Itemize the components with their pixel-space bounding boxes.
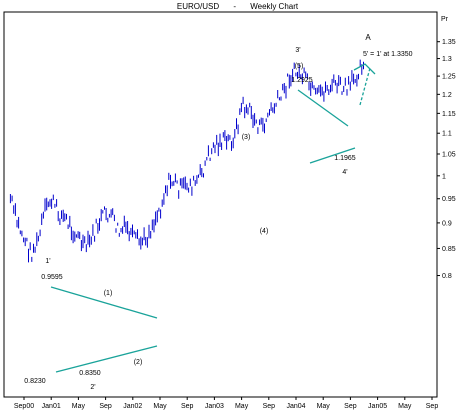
price-label-1-2925: 1.2925 <box>291 77 313 84</box>
x-tick-label: Jan05 <box>368 403 387 410</box>
x-axis: Sep00 Jan01 May Sep Jan02 May Sep Jan03 May Sep Ja… <box>14 397 438 410</box>
x-tick-label: May <box>235 403 249 410</box>
x-tick-label: Sep <box>99 403 112 410</box>
y-axis: 1.35 1.3 1.25 1.2 1.15 1.1 1.05 1 0.95 0.9 0.85 0.8 <box>437 39 456 280</box>
x-tick-label: Jan04 <box>286 403 305 410</box>
projection-arrow-line <box>359 67 371 106</box>
x-tick-label: Sep <box>344 403 357 410</box>
y-tick-label: 1 <box>442 173 446 180</box>
projection-arrowhead <box>353 63 376 75</box>
wave-1-label: (1) <box>104 290 113 297</box>
chart-period: Weekly Chart <box>250 2 299 11</box>
plot-border <box>3 11 438 398</box>
y-tick-label: 1.15 <box>442 111 456 118</box>
wave-5-label: (5) <box>295 63 304 70</box>
y-tick-label: 1.25 <box>442 74 456 81</box>
x-tick-label: May <box>317 403 331 410</box>
trendlines <box>50 63 376 373</box>
trendline-wave4-upper <box>297 89 349 127</box>
wave-4p-label: 4' <box>342 169 347 176</box>
x-tick-label: Jan01 <box>42 403 61 410</box>
chart-title-separator: - <box>233 2 237 11</box>
x-tick-label: May <box>398 403 412 410</box>
price-bars <box>9 59 364 263</box>
y-tick-label: 1.3 <box>442 56 452 63</box>
wave-2-label: (2) <box>134 359 143 366</box>
trendline-wave2-upper <box>50 286 158 319</box>
chart-title: EURO/USD - Weekly Chart <box>0 2 475 11</box>
price-label-1-1965: 1.1965 <box>334 155 356 162</box>
wave-1p-label: 1' <box>45 258 50 265</box>
wave-2p-label: 2' <box>90 384 95 391</box>
x-tick-label: Sep <box>181 403 194 410</box>
wave-3-label: (3) <box>242 134 251 141</box>
projection-label: 5' = 1' at 1.3350 <box>363 51 413 58</box>
x-tick-label: May <box>153 403 167 410</box>
x-tick-label: Sep <box>426 403 439 410</box>
y-tick-label: 1.2 <box>442 92 452 99</box>
trendline-wave2-lower <box>55 345 158 373</box>
y-tick-label: 1.05 <box>442 152 456 159</box>
wave-a-label: A <box>365 33 371 42</box>
y-tick-label: 0.95 <box>442 196 456 203</box>
wave-3p-label: 3' <box>295 47 300 54</box>
x-tick-label: May <box>72 403 86 410</box>
y-axis-label: Pr <box>441 16 449 23</box>
y-tick-label: 0.8 <box>442 273 452 280</box>
x-tick-label: Sep <box>263 403 276 410</box>
wave-4-label: (4) <box>260 228 269 235</box>
y-tick-label: 0.9 <box>442 220 452 227</box>
x-tick-label: Sep00 <box>14 403 34 410</box>
x-tick-label: Jan03 <box>205 403 224 410</box>
trendline-wave4-lower <box>309 147 356 164</box>
y-tick-label: 1.1 <box>442 131 452 138</box>
price-label-0-8350: 0.8350 <box>79 370 101 377</box>
price-label-0-8230: 0.8230 <box>24 378 46 385</box>
y-tick-label: 0.85 <box>442 246 456 253</box>
price-label-0-9595: 0.9595 <box>41 274 63 281</box>
y-tick-label: 1.35 <box>442 39 456 46</box>
x-tick-label: Jan02 <box>123 403 142 410</box>
chart-symbol: EURO/USD <box>176 2 220 11</box>
